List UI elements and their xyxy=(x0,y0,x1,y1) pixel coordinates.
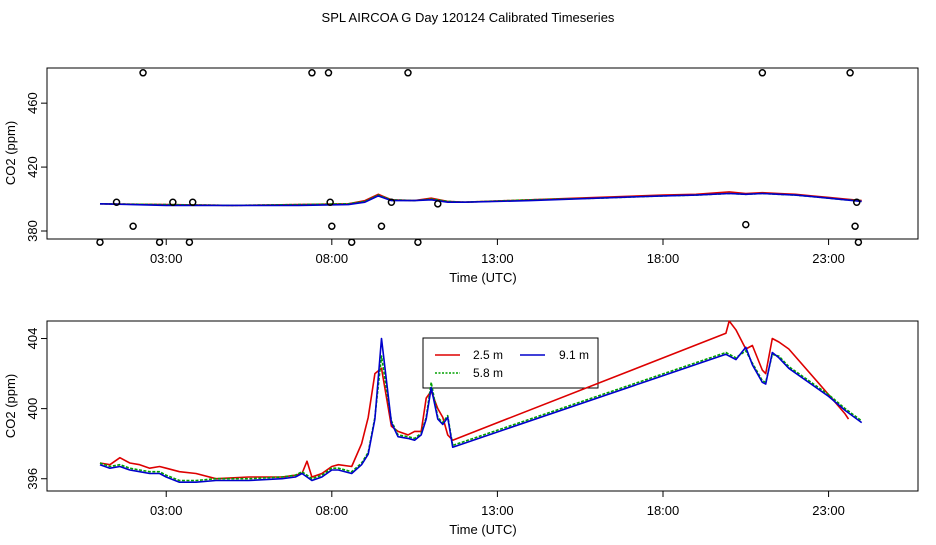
bottom-x-tick-label: 03:00 xyxy=(150,503,183,518)
top-calibration-point xyxy=(377,222,386,230)
bottom-y-tick-label: 396 xyxy=(25,468,40,490)
top-y-tick-label: 380 xyxy=(25,220,40,242)
top-calibration-point xyxy=(387,198,396,206)
legend: 2.5 m 9.1 m 5.8 m xyxy=(422,337,599,389)
top-calibration-point xyxy=(404,69,412,77)
top-calibration-point xyxy=(852,198,861,206)
top-calibration-point xyxy=(854,238,863,246)
top-calibration-point xyxy=(414,238,422,246)
top-calibration-point xyxy=(129,222,137,230)
bottom-plot-frame xyxy=(46,320,919,492)
bottom-x-axis-label: Time (UTC) xyxy=(449,522,516,537)
top-calibration-point xyxy=(308,69,316,77)
top-calibration-point xyxy=(851,222,859,230)
top-series-line-5-8-m xyxy=(99,192,862,207)
top-x-axis-label: Time (UTC) xyxy=(449,270,516,285)
top-plot-frame xyxy=(46,67,919,240)
legend-label-5-8m: 5.8 m xyxy=(473,366,503,380)
bottom-x-tick-label: 08:00 xyxy=(316,503,349,518)
top-calibration-point xyxy=(155,238,164,246)
figure-title: SPL AIRCOA G Day 120124 Calibrated Times… xyxy=(322,10,615,25)
top-x-tick-label: 13:00 xyxy=(481,251,514,266)
bottom-y-axis-label: CO2 (ppm) xyxy=(3,374,18,438)
legend-label-9-1m: 9.1 m xyxy=(559,348,589,362)
top-calibration-point xyxy=(96,238,104,246)
top-x-tick-label: 18:00 xyxy=(647,251,680,266)
top-calibration-point xyxy=(742,220,750,229)
top-calibration-point xyxy=(328,222,336,230)
top-calibration-point xyxy=(188,198,197,206)
top-x-tick-label: 03:00 xyxy=(150,251,183,266)
top-x-tick-label: 23:00 xyxy=(812,251,845,266)
top-panel: Time (UTC) CO2 (ppm) 03:00 08:00 13:00 18:0… xyxy=(3,67,919,285)
bottom-x-tick-label: 23:00 xyxy=(812,503,845,518)
top-calibration-point xyxy=(169,198,177,206)
bottom-series-line-2-5-m xyxy=(99,320,850,480)
top-calibration-point xyxy=(139,69,147,77)
top-calibration-point xyxy=(185,238,194,246)
bottom-panel: Time (UTC) CO2 (ppm) 2.5 m 9.1 m 5.8 m 0… xyxy=(3,320,919,537)
top-calibration-point xyxy=(846,69,854,77)
top-calibration-point xyxy=(758,69,767,77)
top-y-tick-label: 420 xyxy=(25,156,40,178)
bottom-y-tick-label: 400 xyxy=(25,398,40,420)
bottom-x-tick-label: 13:00 xyxy=(481,503,514,518)
bottom-series-line-9-1-m xyxy=(99,337,863,484)
top-calibration-point xyxy=(347,238,356,246)
top-calibration-point xyxy=(434,200,442,208)
legend-label-2-5m: 2.5 m xyxy=(473,348,503,362)
top-y-axis-label: CO2 (ppm) xyxy=(3,121,18,185)
bottom-y-tick-label: 404 xyxy=(25,328,40,350)
top-y-tick-label: 460 xyxy=(25,92,40,114)
top-x-tick-label: 08:00 xyxy=(316,251,349,266)
top-calibration-point xyxy=(324,69,333,77)
top-calibration-point xyxy=(112,198,121,206)
bottom-x-tick-label: 18:00 xyxy=(647,503,680,518)
top-calibration-point xyxy=(326,198,334,206)
top-series-line-9-1-m xyxy=(99,192,862,207)
legend-box xyxy=(422,337,599,389)
